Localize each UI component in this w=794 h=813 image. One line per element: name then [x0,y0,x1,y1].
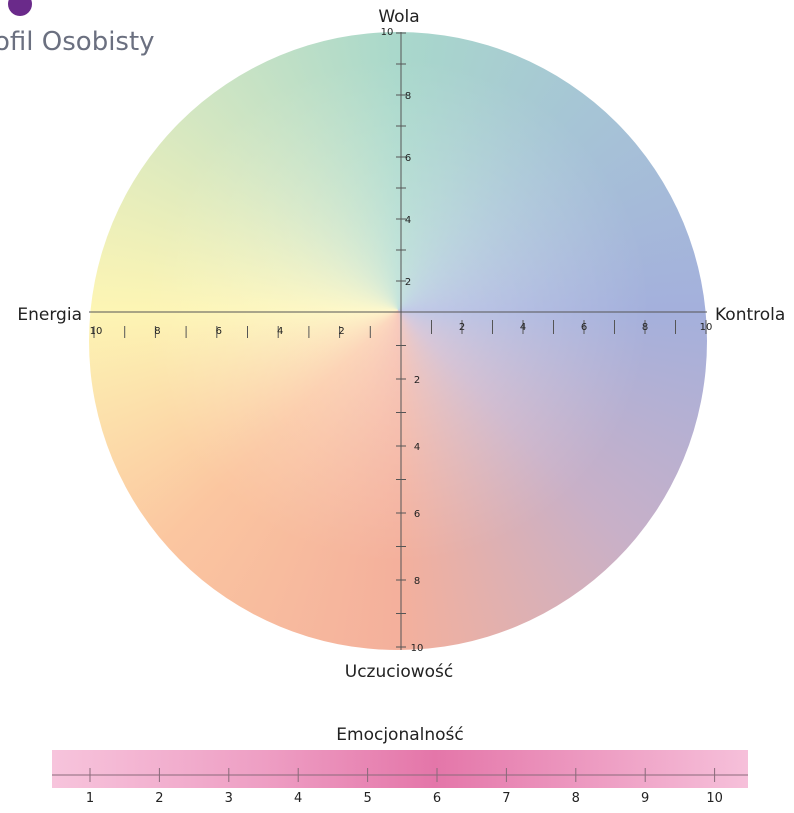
page-title: ofil Osobisty [0,27,155,57]
tick-label: 9 [641,791,649,806]
tick-label: 1 [86,791,94,806]
tick-label: 7 [502,791,510,806]
axis-label: Kontrola [715,305,785,325]
tick-label: 4 [277,326,283,337]
tick-label: 2 [414,375,420,386]
tick-label: 2 [338,326,344,337]
tick-label: 10 [381,27,394,38]
tick-label: 10 [706,791,723,806]
tick-label: 4 [405,215,411,226]
tick-label: 10 [90,326,103,337]
tick-label: 6 [405,153,411,164]
tick-label: 6 [216,326,222,337]
tick-label: 8 [154,326,160,337]
tick-label: 3 [225,791,233,806]
tick-label: 10 [700,322,713,333]
logo [8,0,32,16]
tick-label: 5 [363,791,371,806]
axis-label: Wola [378,7,419,27]
axis-label: Energia [17,305,82,325]
tick-label: 6 [433,791,441,806]
tick-label: 4 [520,322,526,333]
tick-label: 2 [155,791,163,806]
axis-label: Uczuciowość [345,662,453,682]
tick-label: 4 [414,442,420,453]
tick-label: 4 [294,791,302,806]
tick-label: 8 [405,91,411,102]
scale-label: Emocjonalność [336,725,463,745]
scale-background [52,750,748,788]
tick-label: 2 [459,322,465,333]
tick-label: 8 [572,791,580,806]
tick-label: 8 [642,322,648,333]
tick-label: 6 [414,509,420,520]
tick-label: 10 [411,643,424,654]
tick-label: 8 [414,576,420,587]
tick-label: 6 [581,322,587,333]
tick-label: 2 [405,277,411,288]
